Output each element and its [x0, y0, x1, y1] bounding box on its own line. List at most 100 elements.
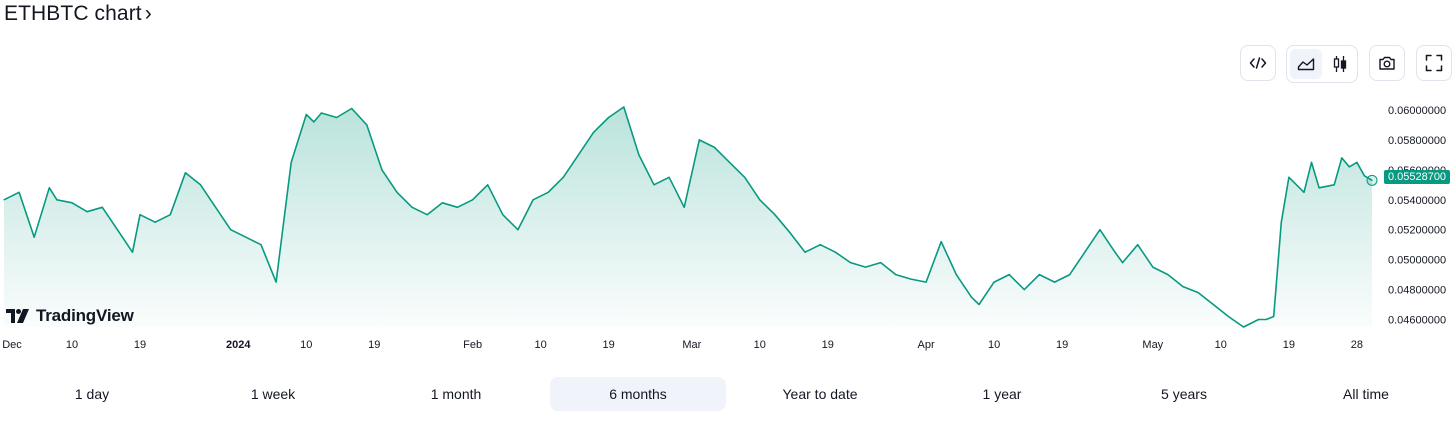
data-point: [1023, 289, 1025, 291]
data-point: [487, 184, 489, 186]
data-point: [623, 106, 625, 108]
data-point: [517, 229, 519, 231]
data-point: [1182, 286, 1184, 288]
fullscreen-button[interactable]: [1416, 45, 1452, 81]
data-point: [653, 184, 655, 186]
data-point: [154, 221, 156, 223]
area-style-button[interactable]: [1290, 49, 1322, 79]
data-point: [1137, 244, 1139, 246]
current-price-badge: 0.05528700: [1384, 170, 1450, 184]
price-chart[interactable]: 0.060000000.058000000.056000000.05400000…: [0, 95, 1456, 360]
data-point: [426, 214, 428, 216]
data-point: [880, 262, 882, 264]
data-point: [683, 206, 685, 208]
data-point: [1038, 274, 1040, 276]
camera-icon: [1379, 56, 1395, 70]
data-point: [1258, 318, 1260, 321]
range-1-month[interactable]: 1 month: [430, 386, 482, 402]
data-point: [48, 187, 50, 189]
y-tick-label: 0.05400000: [1388, 195, 1446, 207]
chevron-right-icon: ›: [144, 2, 152, 25]
fullscreen-icon: [1425, 54, 1443, 72]
last-price-marker: [1366, 174, 1378, 186]
data-point: [819, 244, 821, 246]
data-point: [547, 191, 549, 193]
data-point: [759, 199, 761, 201]
data-point: [381, 169, 383, 171]
data-point: [1099, 229, 1101, 231]
data-point: [199, 184, 202, 186]
data-point: [577, 154, 580, 156]
data-point: [472, 199, 474, 201]
embed-button[interactable]: [1240, 45, 1276, 81]
area-chart-icon: [1297, 58, 1315, 71]
data-point: [260, 244, 262, 246]
data-point: [1084, 251, 1086, 253]
data-point: [978, 303, 980, 306]
range-6-months[interactable]: 6 months: [550, 377, 726, 411]
data-point: [33, 236, 35, 238]
data-point: [1212, 303, 1214, 306]
data-point: [86, 211, 88, 213]
x-tick-label: 2024: [226, 339, 251, 351]
y-tick-label: 0.04800000: [1388, 285, 1446, 297]
data-point: [1363, 175, 1365, 177]
data-point: [804, 251, 806, 253]
x-tick-label: 19: [368, 339, 380, 351]
data-point: [184, 172, 186, 174]
data-point: [1114, 251, 1116, 253]
data-point: [411, 206, 413, 208]
x-tick-label: 19: [1283, 339, 1295, 351]
x-tick-label: 10: [534, 339, 546, 351]
range-all-time[interactable]: All time: [1343, 386, 1389, 402]
data-point: [638, 154, 640, 156]
y-tick-label: 0.05800000: [1388, 135, 1446, 147]
x-tick-label: 19: [822, 339, 834, 351]
data-point: [215, 206, 217, 208]
data-point: [1341, 157, 1343, 159]
data-point: [1356, 161, 1358, 163]
time-range-selector: 1 day 1 week 1 month 6 months Year to date 1 …: [0, 377, 1456, 411]
data-point: [1152, 266, 1154, 268]
data-point: [789, 232, 791, 234]
range-5-years[interactable]: 5 years: [1161, 386, 1207, 402]
data-point: [441, 202, 443, 204]
data-point: [1265, 318, 1267, 321]
range-1-year[interactable]: 1 year: [982, 386, 1022, 402]
data-point: [1227, 315, 1229, 318]
tradingview-logo: TradingView: [6, 306, 134, 326]
data-point: [532, 199, 534, 201]
data-point: [71, 202, 73, 204]
data-point: [1288, 176, 1290, 178]
x-tick-label: 19: [1056, 339, 1068, 351]
range-year-to-date[interactable]: Year to date: [782, 386, 858, 402]
data-point: [1310, 161, 1313, 163]
chart-title-link[interactable]: ETHBTC chart ›: [4, 0, 152, 28]
y-tick-label: 0.04600000: [1388, 315, 1446, 327]
data-point: [1122, 262, 1124, 264]
x-tick-label: 19: [602, 339, 614, 351]
brand-name: TradingView: [36, 306, 134, 325]
data-point: [3, 199, 5, 201]
x-tick-label: 10: [1215, 339, 1227, 351]
range-1-day[interactable]: 1 day: [74, 386, 110, 402]
data-point: [1303, 191, 1305, 193]
chart-style-toggle: [1286, 45, 1358, 83]
data-point: [925, 281, 927, 283]
data-point: [290, 161, 292, 163]
snapshot-button[interactable]: [1369, 45, 1405, 81]
data-point: [1242, 326, 1245, 328]
data-point: [744, 176, 746, 178]
candles-style-button[interactable]: [1324, 49, 1356, 79]
data-point: [313, 121, 315, 123]
data-point: [131, 251, 134, 253]
data-point: [275, 281, 277, 283]
data-point: [849, 262, 852, 264]
range-1-week[interactable]: 1 week: [250, 386, 296, 402]
data-point: [1167, 274, 1169, 276]
data-point: [698, 139, 700, 141]
data-point: [230, 229, 232, 231]
x-tick-label: 10: [66, 339, 78, 351]
data-point: [116, 229, 118, 231]
x-tick-label: Mar: [682, 339, 701, 351]
